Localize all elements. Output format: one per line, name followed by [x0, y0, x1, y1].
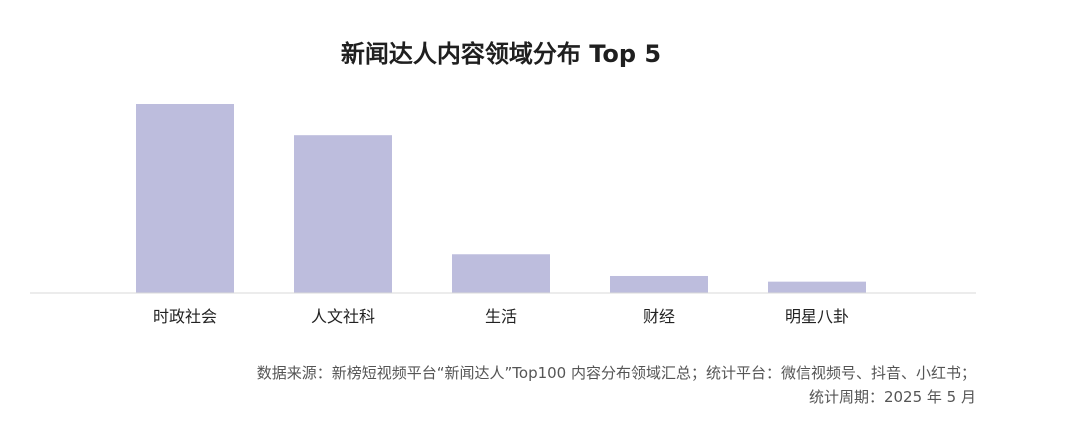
chart-title: 新闻达人内容领域分布 Top 5 [341, 40, 661, 68]
bar-3 [610, 275, 708, 293]
x-tick-label-4: 明星八卦 [785, 307, 849, 326]
x-tick-label-1: 人文社科 [311, 307, 375, 326]
bar-4 [768, 281, 866, 293]
bar-2 [452, 254, 550, 293]
x-tick-label-0: 时政社会 [153, 307, 217, 326]
period-note: 统计周期：2025 年 5 月 [808, 388, 976, 406]
x-tick-label-3: 财经 [643, 307, 675, 326]
source-note: 数据来源：新榜短视频平台“新闻达人”Top100 内容分布领域汇总；统计平台：微… [256, 364, 976, 382]
bar-1 [294, 135, 392, 293]
x-tick-label-2: 生活 [485, 307, 517, 326]
bar-0 [136, 104, 234, 293]
x-tick-labels: 时政社会 人文社科 生活 财经 明星八卦 [153, 307, 849, 326]
bars-group [136, 104, 866, 293]
